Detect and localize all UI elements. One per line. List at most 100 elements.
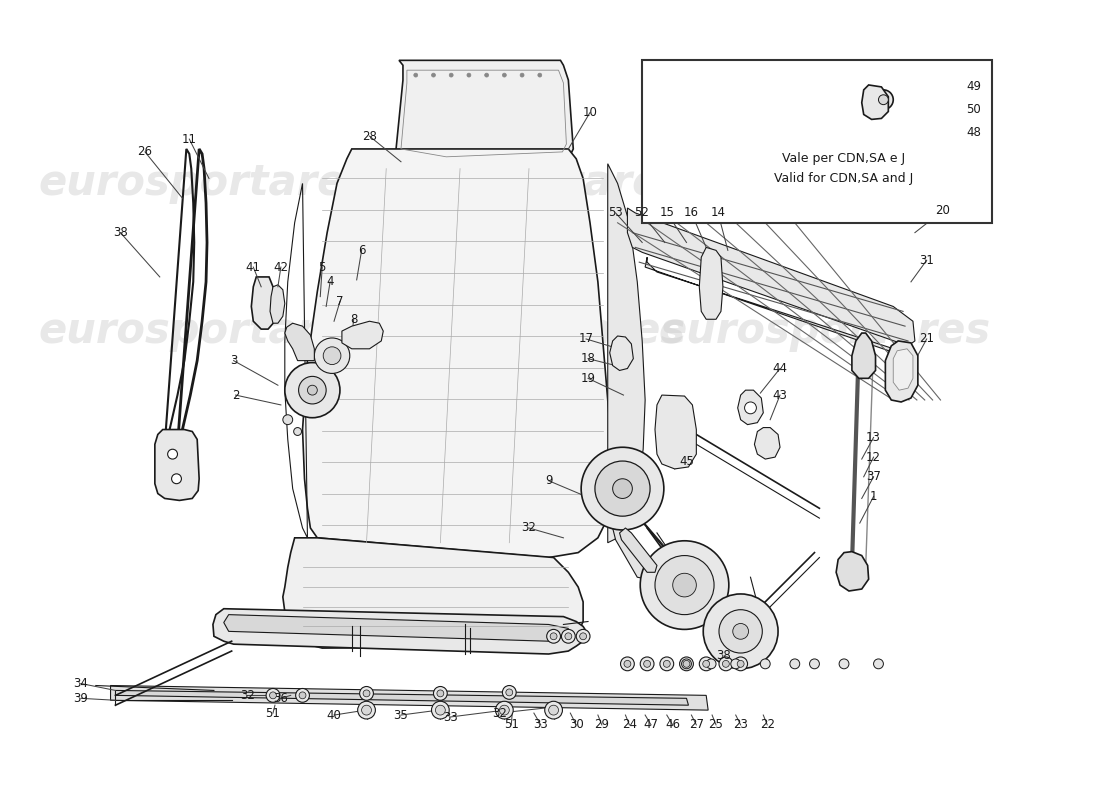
Text: eurosportares: eurosportares xyxy=(353,310,685,352)
Circle shape xyxy=(719,610,762,653)
Polygon shape xyxy=(893,349,913,390)
Text: 20: 20 xyxy=(935,205,950,218)
Polygon shape xyxy=(619,528,657,572)
Polygon shape xyxy=(654,395,696,469)
Circle shape xyxy=(544,702,562,719)
Text: 17: 17 xyxy=(579,333,594,346)
Text: 22: 22 xyxy=(760,718,774,731)
Text: Valid for CDN,SA and J: Valid for CDN,SA and J xyxy=(774,172,914,185)
Text: 24: 24 xyxy=(621,718,637,731)
Circle shape xyxy=(547,630,561,643)
Circle shape xyxy=(360,686,373,700)
Text: 42: 42 xyxy=(274,261,288,274)
Polygon shape xyxy=(285,323,315,361)
Text: 15: 15 xyxy=(659,206,674,219)
Text: 4: 4 xyxy=(327,275,333,288)
Text: 25: 25 xyxy=(708,718,724,731)
Polygon shape xyxy=(609,336,634,370)
Circle shape xyxy=(624,661,631,667)
Text: 8: 8 xyxy=(350,313,358,326)
Circle shape xyxy=(683,661,690,667)
Polygon shape xyxy=(836,552,869,591)
Text: 26: 26 xyxy=(138,146,153,158)
Circle shape xyxy=(620,657,635,670)
Polygon shape xyxy=(627,208,915,346)
Text: 33: 33 xyxy=(443,710,458,723)
Circle shape xyxy=(680,657,693,670)
Circle shape xyxy=(296,689,309,702)
Text: 52: 52 xyxy=(634,206,649,219)
Circle shape xyxy=(682,659,692,669)
Text: 51: 51 xyxy=(504,718,519,731)
Polygon shape xyxy=(342,322,383,349)
Polygon shape xyxy=(886,341,917,402)
Polygon shape xyxy=(392,60,573,164)
Circle shape xyxy=(640,657,654,670)
Polygon shape xyxy=(755,427,780,459)
Circle shape xyxy=(873,659,883,669)
Polygon shape xyxy=(613,523,652,579)
Text: 43: 43 xyxy=(772,389,788,402)
Text: 28: 28 xyxy=(362,130,377,142)
Text: 49: 49 xyxy=(967,81,981,94)
Text: 32: 32 xyxy=(492,706,507,719)
Polygon shape xyxy=(283,538,583,648)
Circle shape xyxy=(810,659,820,669)
Circle shape xyxy=(700,657,713,670)
Text: 34: 34 xyxy=(74,677,88,690)
Text: 39: 39 xyxy=(74,692,88,705)
Text: Vale per CDN,SA e J: Vale per CDN,SA e J xyxy=(782,152,905,166)
Circle shape xyxy=(431,73,436,77)
Text: 31: 31 xyxy=(920,254,934,266)
Text: 53: 53 xyxy=(608,206,623,219)
Circle shape xyxy=(745,402,757,414)
Text: 1: 1 xyxy=(870,490,878,503)
Circle shape xyxy=(760,659,770,669)
Circle shape xyxy=(466,73,471,77)
Text: 38: 38 xyxy=(716,650,732,662)
Circle shape xyxy=(839,659,849,669)
Circle shape xyxy=(437,690,443,697)
Circle shape xyxy=(283,414,293,425)
Circle shape xyxy=(433,686,448,700)
Circle shape xyxy=(299,692,306,699)
Text: eurosportares: eurosportares xyxy=(658,310,990,352)
Text: 14: 14 xyxy=(711,206,726,219)
Text: 9: 9 xyxy=(544,474,552,487)
Text: 46: 46 xyxy=(666,718,680,731)
Circle shape xyxy=(298,376,327,404)
Polygon shape xyxy=(645,258,915,366)
Circle shape xyxy=(270,692,276,699)
Circle shape xyxy=(520,73,524,77)
Polygon shape xyxy=(251,277,276,329)
Text: 44: 44 xyxy=(772,362,788,375)
Circle shape xyxy=(879,94,889,105)
Text: 12: 12 xyxy=(866,450,881,464)
Bar xyxy=(642,60,992,222)
Circle shape xyxy=(580,633,586,640)
Circle shape xyxy=(503,73,506,77)
Circle shape xyxy=(730,659,740,669)
Text: eurosportares: eurosportares xyxy=(353,162,685,205)
Circle shape xyxy=(285,362,340,418)
Circle shape xyxy=(703,661,710,667)
Circle shape xyxy=(723,661,729,667)
Circle shape xyxy=(167,450,177,459)
Text: 48: 48 xyxy=(967,126,981,138)
Circle shape xyxy=(660,657,673,670)
Text: 21: 21 xyxy=(920,333,934,346)
Circle shape xyxy=(495,702,514,719)
Text: eurosportares: eurosportares xyxy=(39,310,370,352)
Circle shape xyxy=(673,574,696,597)
Circle shape xyxy=(414,73,418,77)
Circle shape xyxy=(499,706,509,715)
Text: 40: 40 xyxy=(327,709,341,722)
Circle shape xyxy=(733,623,748,639)
Text: 27: 27 xyxy=(689,718,704,731)
Text: 32: 32 xyxy=(521,522,537,534)
Text: 23: 23 xyxy=(734,718,748,731)
Text: 38: 38 xyxy=(113,226,128,239)
Circle shape xyxy=(506,689,513,696)
Polygon shape xyxy=(851,333,876,378)
Circle shape xyxy=(362,706,372,715)
